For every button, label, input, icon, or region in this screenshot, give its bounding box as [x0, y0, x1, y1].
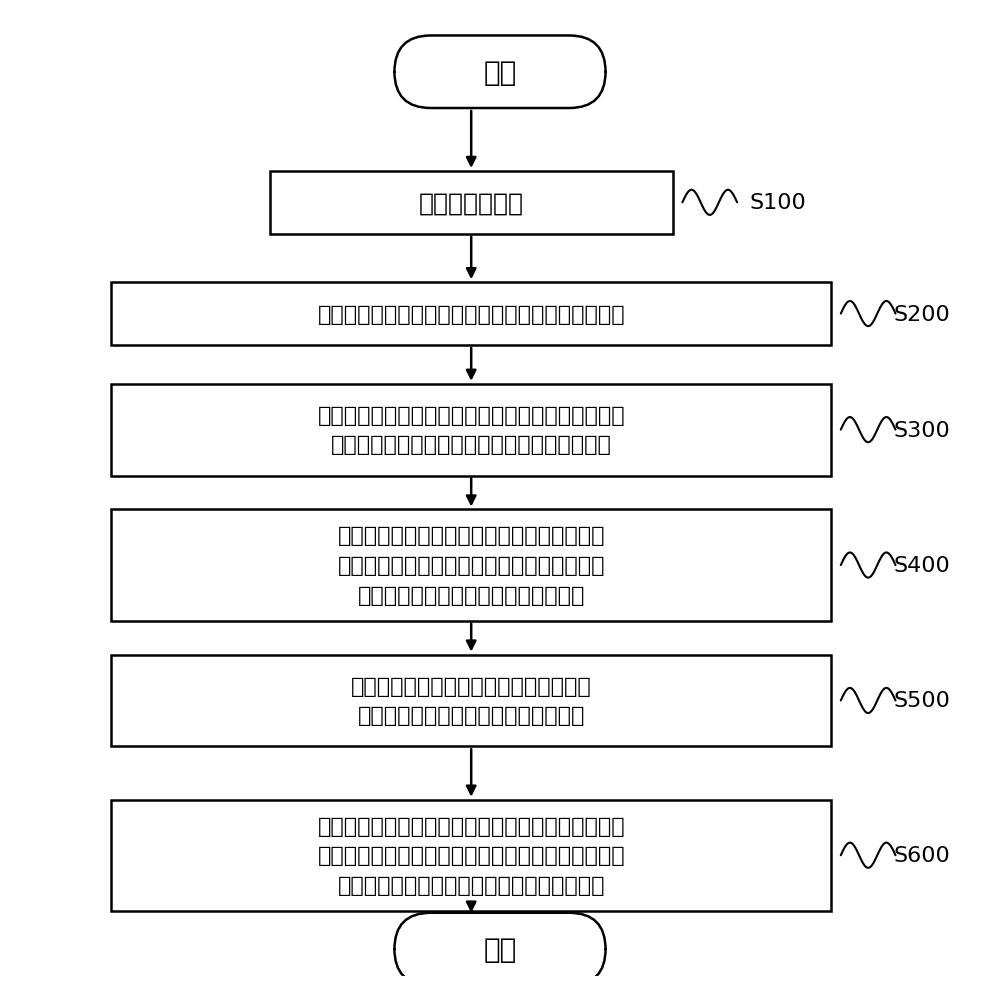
FancyBboxPatch shape	[111, 385, 831, 476]
FancyBboxPatch shape	[111, 283, 831, 346]
FancyBboxPatch shape	[111, 510, 831, 621]
FancyBboxPatch shape	[394, 36, 606, 108]
Text: 对初始二维码进行打印和扫描，得到多张目标二维码: 对初始二维码进行打印和扫描，得到多张目标二维码	[317, 305, 625, 324]
Text: S500: S500	[894, 691, 950, 711]
Text: 开始: 开始	[483, 59, 517, 87]
Text: S400: S400	[894, 555, 950, 576]
Text: S300: S300	[894, 420, 950, 440]
FancyBboxPatch shape	[270, 172, 673, 235]
Text: S100: S100	[750, 193, 806, 213]
Text: 获取初始二维码: 获取初始二维码	[419, 191, 524, 215]
FancyBboxPatch shape	[111, 800, 831, 911]
Text: 基于修正均值、修正方差和修正形状因子
通过广义高斯函数获知理论修正误码率: 基于修正均值、修正方差和修正形状因子 通过广义高斯函数获知理论修正误码率	[351, 676, 592, 726]
Text: 基于多张目标二维码，根据平滑取平均的方式将多个
预设张数的目标二维码合成相应的二维码合成图: 基于多张目标二维码，根据平滑取平均的方式将多个 预设张数的目标二维码合成相应的二…	[317, 405, 625, 455]
FancyBboxPatch shape	[111, 655, 831, 746]
FancyBboxPatch shape	[394, 913, 606, 985]
Text: S200: S200	[894, 305, 950, 324]
Text: 比较理论修正误码率与二维码的纠错能力，当理论修
正误码率小于或等于二维码的纠错能力时，降低二维
码的纠错能力，以提高非法复制方的攻击成本: 比较理论修正误码率与二维码的纠错能力，当理论修 正误码率小于或等于二维码的纠错能…	[317, 815, 625, 895]
Text: S600: S600	[894, 845, 950, 866]
Text: 结束: 结束	[483, 935, 517, 963]
Text: 计算二维码合成图的均值、方差和形状因子，
并经过修正函数修正均值、方差和形状因子获
得修正均值、修正方差和修正形状因子: 计算二维码合成图的均值、方差和形状因子， 并经过修正函数修正均值、方差和形状因子…	[337, 526, 605, 605]
